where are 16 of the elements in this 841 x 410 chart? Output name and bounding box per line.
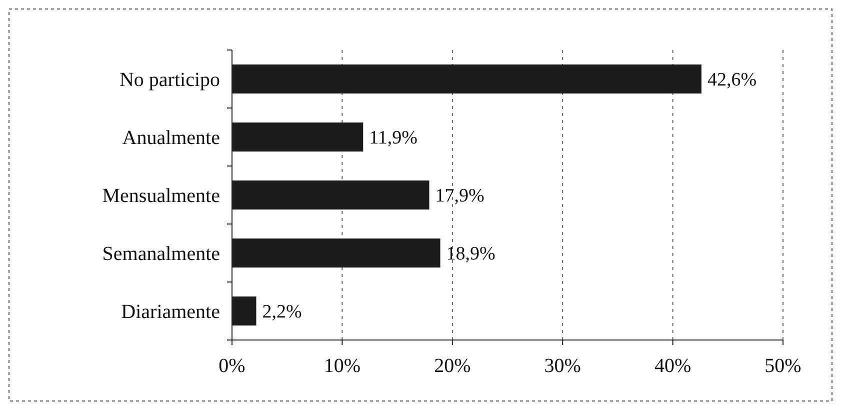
y-tick-label: Diariamente <box>121 301 220 323</box>
x-tick-label: 10% <box>324 355 361 377</box>
data-label: 11,9% <box>369 128 418 149</box>
data-label: 18,9% <box>446 244 496 265</box>
y-tick-label: No participo <box>119 69 220 91</box>
x-tick-label: 0% <box>218 355 246 377</box>
y-tick-label: Semanalmente <box>102 243 220 265</box>
y-tick-label: Mensualmente <box>102 185 220 207</box>
x-tick-label: 50% <box>764 355 802 377</box>
data-label: 17,9% <box>435 186 485 207</box>
y-tick-label: Anualmente <box>122 127 220 149</box>
x-tick-label: 20% <box>434 355 471 377</box>
x-tick-label: 30% <box>544 355 581 377</box>
data-label: 42,6% <box>707 70 757 91</box>
data-label: 2,2% <box>262 302 302 323</box>
x-tick-label: 40% <box>654 355 692 377</box>
